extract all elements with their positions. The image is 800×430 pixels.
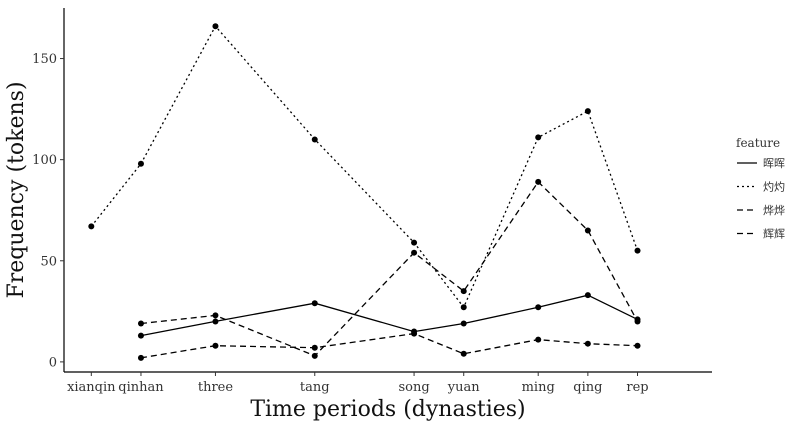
data-point — [460, 320, 467, 327]
y-tick-label: 0 — [49, 355, 57, 370]
y-axis-title: Frequency (tokens) — [4, 81, 29, 298]
x-tick-label: rep — [626, 380, 648, 395]
x-tick-label: ming — [522, 380, 555, 395]
data-point — [212, 312, 219, 319]
x-axis-title: Time periods (dynasties) — [250, 397, 525, 422]
axes: 0 50 100 150 xianqin qinhan three tang song yuan m… — [32, 8, 712, 395]
data-point — [88, 223, 95, 230]
data-point — [411, 239, 418, 246]
x-tick-label: song — [398, 380, 429, 395]
data-point — [634, 342, 641, 349]
data-point — [137, 160, 144, 167]
data-point — [311, 136, 318, 143]
data-point — [137, 332, 144, 339]
data-point — [535, 304, 542, 311]
x-tick-label: yuan — [447, 380, 480, 395]
data-point — [535, 134, 542, 141]
x-tick-label: tang — [300, 380, 330, 395]
points-layer — [88, 23, 641, 361]
data-point — [535, 178, 542, 185]
x-tick-label: qing — [573, 380, 602, 395]
data-point — [311, 352, 318, 359]
data-point — [634, 318, 641, 325]
x-tick-label: three — [198, 380, 234, 395]
data-point — [634, 247, 641, 254]
data-point — [137, 354, 144, 361]
data-point — [584, 227, 591, 234]
data-point — [212, 23, 219, 30]
series-line-4 — [140, 332, 638, 359]
data-point — [460, 288, 467, 295]
series-layer — [90, 25, 639, 359]
series-line-1 — [140, 294, 638, 337]
series-line-2 — [90, 25, 639, 309]
data-point — [212, 318, 219, 325]
legend-label-3: 烨烨 — [763, 204, 785, 217]
data-point — [584, 108, 591, 115]
data-point — [411, 249, 418, 256]
data-point — [311, 344, 318, 351]
data-point — [460, 304, 467, 311]
data-point — [212, 342, 219, 349]
y-tick-label: 50 — [40, 254, 57, 269]
data-point — [137, 320, 144, 327]
series-line-3 — [140, 180, 639, 357]
y-tick-label: 150 — [32, 52, 57, 67]
legend-title: feature — [736, 136, 780, 150]
data-point — [411, 330, 418, 337]
data-point — [311, 300, 318, 307]
x-tick-label: xianqin — [67, 380, 116, 395]
data-point — [584, 292, 591, 299]
legend-label-2: 灼灼 — [763, 180, 785, 194]
legend-label-4: 辉辉 — [763, 228, 785, 241]
legend-label-1: 晖晖 — [763, 157, 785, 170]
data-point — [535, 336, 542, 343]
y-tick-label: 100 — [32, 153, 57, 168]
x-tick-label: qinhan — [118, 380, 164, 395]
data-point — [584, 340, 591, 347]
data-point — [460, 350, 467, 357]
